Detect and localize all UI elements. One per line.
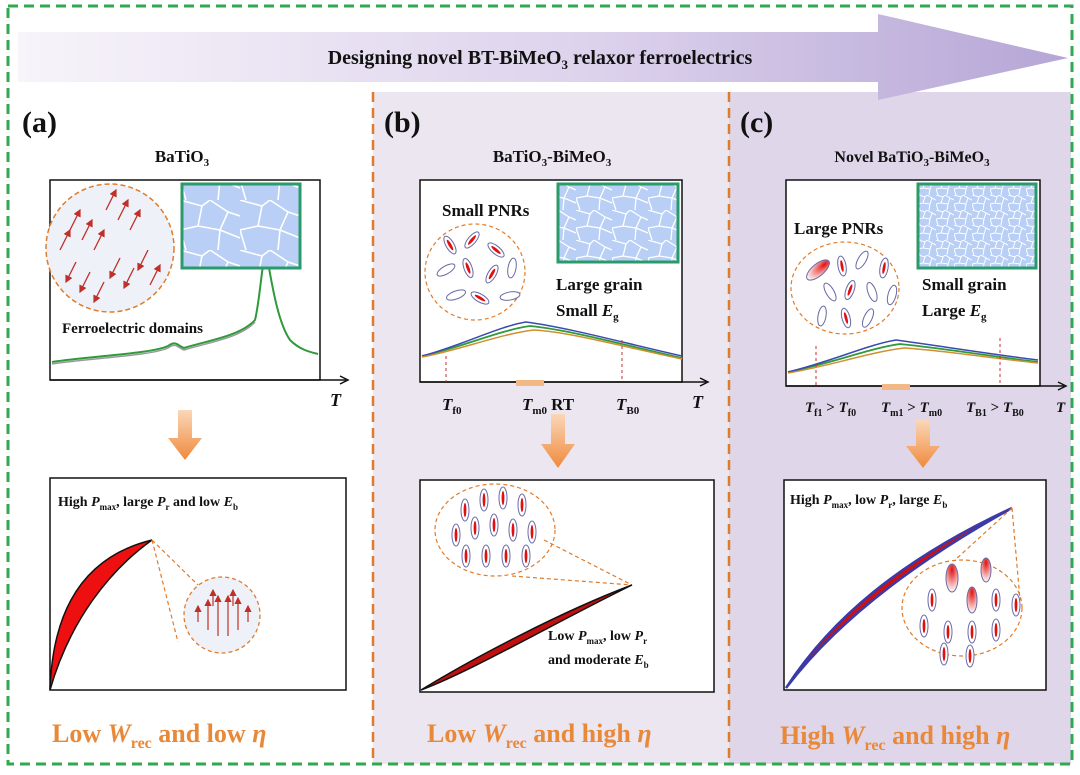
panel-c-pnr-label: Large PNRs (794, 219, 884, 238)
panel-b-pnr-label: Small PNRs (442, 201, 530, 220)
panel-a-letter: (a) (22, 106, 57, 139)
panel-a-loop-plot: High Pmax, large Pr and low Eb (49, 477, 347, 691)
panel-a-result: Low Wrec and low η (52, 719, 266, 752)
panel-c-tick-tb: TB1 > TB0 (966, 400, 1024, 419)
panel-b-axis-t: T (692, 392, 704, 412)
panel-b-grain-label-1: Large grain (556, 275, 643, 294)
panel-b-tick-tb: TB0 (616, 395, 640, 417)
panel-a-loop-shape (49, 539, 153, 691)
panel-b-letter: (b) (384, 106, 421, 139)
panel-a-domain-arrows (59, 188, 161, 304)
panel-c-down-arrow (906, 420, 940, 468)
panel-a-material: BaTiO3 (155, 147, 210, 169)
panel-a-loop-text: High Pmax, large Pr and low Eb (58, 495, 238, 512)
panel-c-permittivity-plot: Large PNRs Small grain Large Eg (785, 179, 1068, 419)
outer-frame (6, 4, 1074, 766)
panel-b-grain-image (556, 182, 680, 264)
panel-b-tick-tf: Tf0 (442, 395, 462, 417)
panel-b-result: Low Wrec and high η (427, 719, 652, 752)
panel-b-permittivity-plot: T Small PNRs Large grain Small Eg (419, 179, 710, 417)
panel-c-letter: (c) (740, 106, 773, 139)
banner-title: Designing novel BT-BiMeO3 relaxor ferroe… (328, 47, 753, 72)
panel-c-grain-label-2: Large Eg (922, 301, 987, 323)
panel-c-tick-tm: Tm1 > Tm0 (881, 400, 942, 419)
panel-b-grain-label-2: Small Eg (556, 301, 619, 323)
panel-c-loop-text: High Pmax, low Pr, large Eb (790, 493, 947, 510)
panel-b-loop-shape (420, 584, 633, 691)
panel-c-result: High Wrec and high η (780, 721, 1010, 754)
panel-a-permittivity-plot: T Ferroelectric domains (45, 179, 350, 410)
panel-b-material: BaTiO3-BiMeO3 (493, 147, 612, 169)
panel-c-material: Novel BaTiO3-BiMeO3 (834, 149, 990, 169)
panel-a-down-arrow (168, 410, 202, 460)
panel-b-loop-text-2: and moderate Eb (548, 653, 649, 670)
panel-c-axis-t: T (1056, 400, 1066, 416)
panel-c-grain-image (916, 182, 1038, 270)
panel-c-loop-plot: High Pmax, low Pr, large Eb (783, 479, 1047, 691)
panel-a-inset-label: Ferroelectric domains (62, 321, 203, 337)
banner-arrow (18, 14, 1068, 100)
panel-b-tick-tm: Tm0 RT (522, 395, 575, 417)
panel-c-grain-label-1: Small grain (922, 275, 1007, 294)
panel-a-axis-t: T (330, 390, 342, 410)
panel-b-loop-text-1: Low Pmax, low Pr (548, 629, 647, 646)
panel-b-down-arrow (541, 414, 575, 468)
panel-b-loop-plot: Low Pmax, low Pr and moderate Eb (419, 479, 715, 693)
panel-a-grain-image (180, 182, 302, 270)
panel-c-tick-tf: Tf1 > Tf0 (805, 400, 856, 419)
